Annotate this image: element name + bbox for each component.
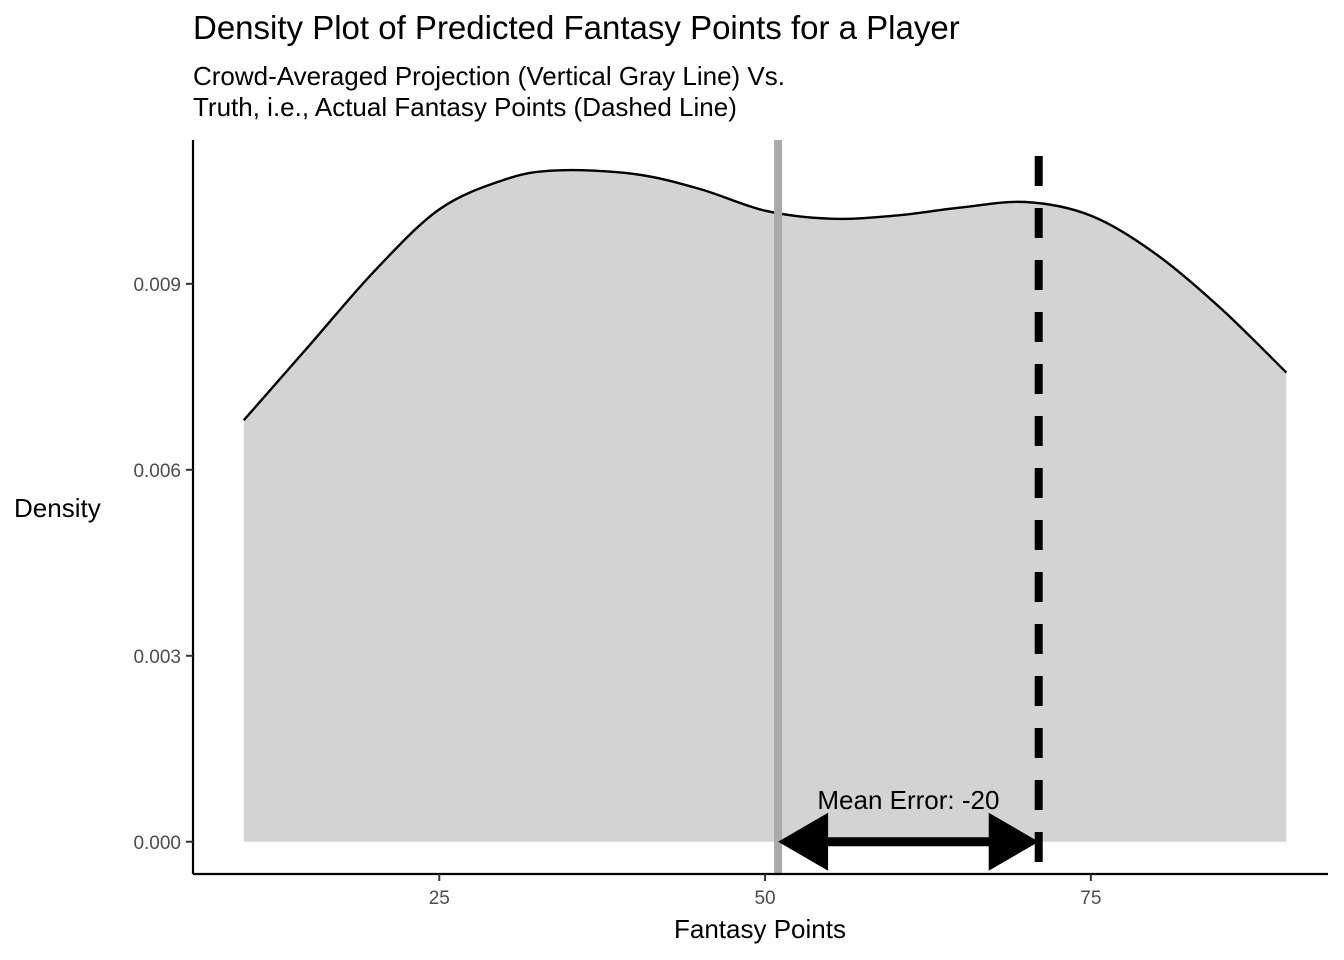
density-fill-area xyxy=(243,170,1287,842)
y-tick-label: 0.000 xyxy=(133,833,181,854)
y-tick-label: 0.003 xyxy=(133,647,181,668)
mean-error-label: Mean Error: -20 xyxy=(817,785,999,815)
chart-title: Density Plot of Predicted Fantasy Points… xyxy=(193,9,960,46)
mean-error-arrowhead-right xyxy=(988,812,1039,871)
x-tick-label: 75 xyxy=(1080,888,1101,909)
chart-subtitle-line-1: Crowd-Averaged Projection (Vertical Gray… xyxy=(193,61,785,91)
x-tick-label: 25 xyxy=(429,888,450,909)
y-axis-ticks: 0.000 0.003 0.006 0.009 xyxy=(133,275,193,854)
x-tick-label: 50 xyxy=(754,888,775,909)
plot-area: Mean Error: -20 xyxy=(242,140,1288,874)
x-axis-ticks: 25 50 75 xyxy=(429,874,1101,909)
y-tick-label: 0.009 xyxy=(133,275,181,296)
density-curve-line xyxy=(242,168,1288,421)
chart-subtitle-line-2: Truth, i.e., Actual Fantasy Points (Dash… xyxy=(193,92,737,122)
x-axis-title: Fantasy Points xyxy=(674,914,846,944)
mean-error-arrowhead-left xyxy=(778,812,829,871)
y-tick-label: 0.006 xyxy=(133,461,181,482)
y-axis-title: Density xyxy=(14,493,101,523)
